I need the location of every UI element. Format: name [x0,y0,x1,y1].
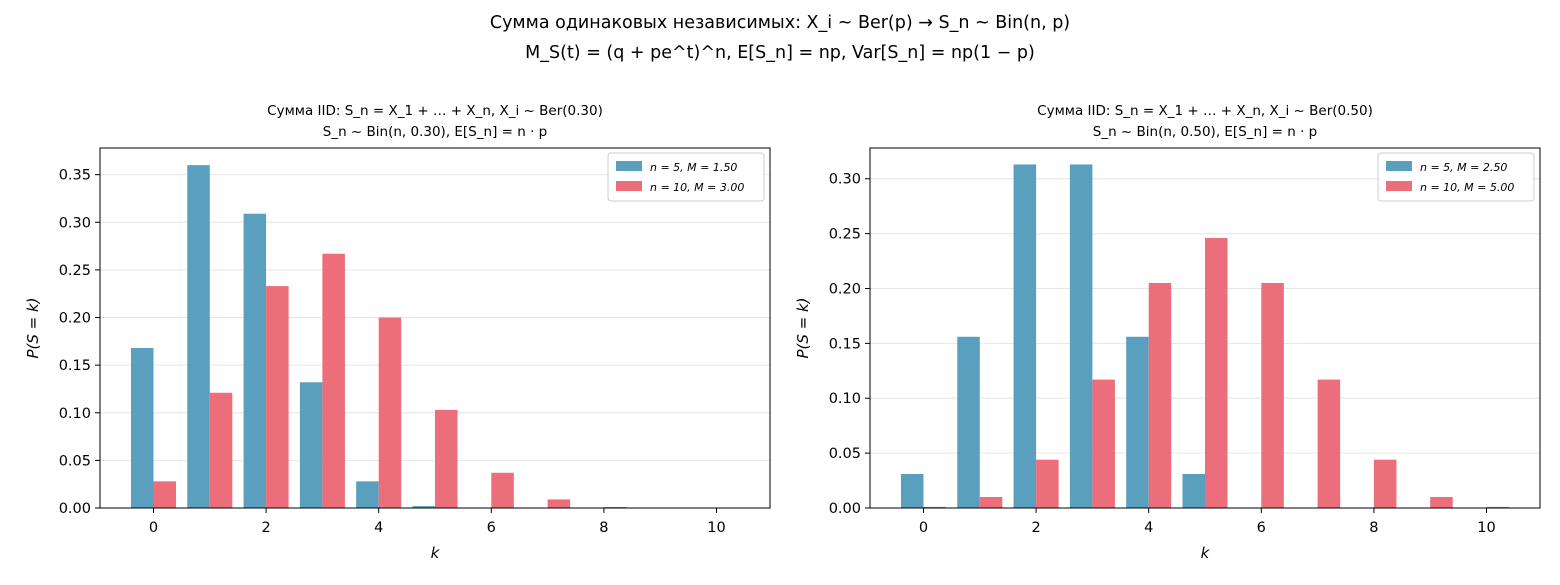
y-tick-label: 0.00 [59,501,91,517]
bar-series-2 [1092,379,1115,508]
y-tick-label: 0.35 [59,168,91,184]
bar-series-2 [1261,283,1284,508]
bar-series-1 [957,336,980,508]
bar-series-2 [1317,379,1341,508]
x-tick-label: 6 [1257,520,1266,536]
y-tick-label: 0.15 [59,358,91,374]
x-tick-label: 8 [599,520,608,536]
bar-series-2 [923,506,947,508]
y-tick-label: 0.00 [829,501,861,517]
y-axis-label: P(S = k) [794,297,812,358]
panel-right-title: Сумма IID: S_n = X_1 + … + X_n, X_i ~ Be… [1037,103,1373,119]
x-tick-label: 8 [1369,520,1378,536]
y-tick-label: 0.05 [59,453,91,469]
legend-label: n = 10, M = 5.00 [1420,181,1514,194]
bar-series-2 [378,317,402,508]
legend-label: n = 5, M = 1.50 [650,161,737,174]
x-tick-label: 2 [1031,520,1040,536]
bar-series-1 [1013,164,1037,508]
bar-series-1 [1182,473,1205,508]
legend-label: n = 5, M = 2.50 [1420,161,1507,174]
bar-series-1 [299,382,323,508]
legend-label: n = 10, M = 3.00 [650,181,744,194]
x-axis-label: k [1201,544,1211,562]
bar-series-2 [153,481,177,508]
x-tick-label: 6 [487,520,496,536]
bar-series-2 [979,497,1003,508]
panel-right-subtitle: S_n ~ Bin(n, 0.50), E[S_n] = n · p [1093,124,1317,140]
y-tick-label: 0.15 [829,336,861,352]
axes-frame [99,147,771,509]
panel-right: Сумма IID: S_n = X_1 + … + X_n, X_i ~ Be… [794,103,1541,562]
bar-series-1 [1126,336,1149,508]
panel-left-subtitle: S_n ~ Bin(n, 0.30), E[S_n] = n · p [323,124,547,140]
bar-series-1 [130,348,154,508]
legend-swatch [1386,181,1412,191]
legend-swatch [616,161,642,171]
bar-series-1 [412,506,435,508]
x-tick-label: 2 [261,520,270,536]
bar-series-2 [209,392,233,508]
bar-series-2 [491,472,514,508]
y-tick-label: 0.30 [59,215,91,231]
legend-box [1377,152,1535,202]
bar-series-2 [547,499,571,508]
y-axis-label: P(S = k) [24,297,42,358]
x-tick-label: 0 [919,520,928,536]
bar-series-2 [435,409,458,508]
legend-box [607,152,765,202]
bar-series-2 [1373,459,1397,508]
y-tick-label: 0.10 [829,391,861,407]
x-axis-label: k [431,544,441,562]
figure-title-line1: Сумма одинаковых независимых: X_i ~ Ber(… [490,13,1070,33]
bar-series-2 [1148,283,1172,508]
y-tick-label: 0.05 [829,446,861,462]
legend-swatch [1386,161,1412,171]
panel-right-plot: 0 2 4 6 8 10 0.00 0.05 0.10 0.15 0.20 0.25 0.30 k P(S … [794,147,1541,562]
bar-series-2 [1036,459,1059,508]
bar-series-1 [900,473,924,508]
bar-series-1 [356,481,379,508]
x-tick-label: 0 [149,520,158,536]
panel-left-plot: 0 2 4 6 8 10 0.00 0.05 0.10 0.15 0.20 0.25 0.30 0.35 k… [24,147,771,562]
bar-series-2 [1205,238,1228,508]
bar-series-2 [322,253,345,508]
x-tick-label: 4 [1144,520,1153,536]
y-tick-label: 0.25 [59,263,91,279]
x-tick-label: 10 [707,520,725,536]
y-tick-label: 0.30 [829,172,861,188]
figure-title-line2: M_S(t) = (q + pe^t)^n, E[S_n] = np, Var[… [525,43,1035,63]
panel-left: Сумма IID: S_n = X_1 + … + X_n, X_i ~ Be… [24,103,771,562]
panel-left-title: Сумма IID: S_n = X_1 + … + X_n, X_i ~ Be… [267,103,603,119]
bar-series-1 [1069,164,1093,508]
bar-series-1 [187,165,210,508]
bar-series-2 [1430,497,1453,508]
legend: n = 5, M = 1.50 n = 10, M = 3.00 [607,152,765,202]
x-tick-label: 10 [1477,520,1495,536]
legend-swatch [616,181,642,191]
axes-frame [869,147,1541,509]
bar-series-2 [1486,506,1510,508]
bar-series-1 [243,213,267,508]
y-tick-label: 0.20 [59,311,91,327]
bar-series-2 [266,286,289,508]
y-tick-label: 0.10 [59,406,91,422]
x-tick-label: 4 [374,520,383,536]
y-tick-label: 0.20 [829,281,861,297]
legend: n = 5, M = 2.50 n = 10, M = 5.00 [1377,152,1535,202]
y-tick-label: 0.25 [829,227,861,243]
